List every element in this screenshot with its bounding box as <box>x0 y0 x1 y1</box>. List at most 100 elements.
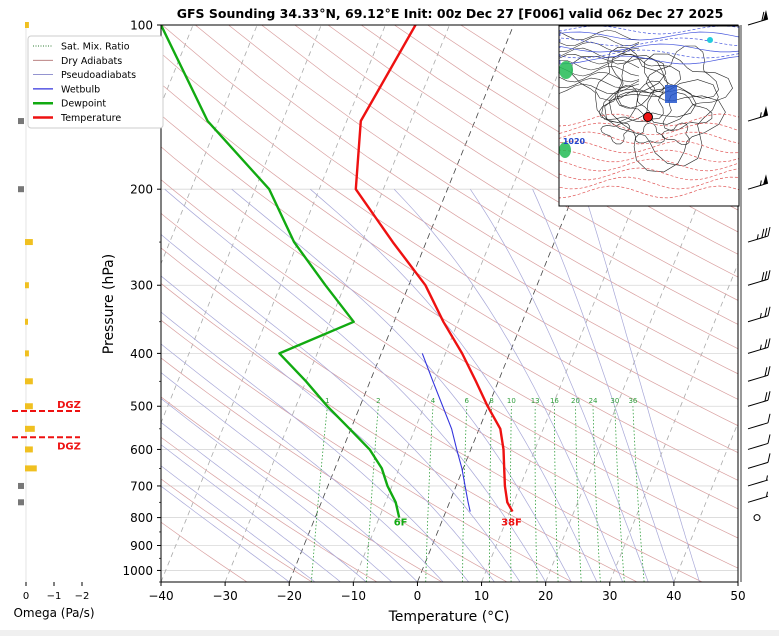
y-tick-label: 400 <box>130 347 153 361</box>
isotherm-line <box>224 25 450 582</box>
legend-label: Wetbulb <box>61 84 100 95</box>
dry-adiabat <box>161 357 508 582</box>
bottom-strip <box>0 630 779 636</box>
profile-series <box>161 25 514 518</box>
pseudoadiabat <box>161 311 469 582</box>
wind-barb <box>747 226 771 243</box>
pseudoadiabat <box>161 398 393 582</box>
mixing-ratio-label: 16 <box>550 397 559 405</box>
map-terrain-contour <box>571 56 667 123</box>
x-tick-label: 50 <box>730 589 745 603</box>
mixing-ratio-line <box>632 406 645 582</box>
map-terrain-contour <box>559 60 640 71</box>
legend: Sat. Mix. Ratio Dry Adiabats Pseudoadiabat… <box>27 35 164 129</box>
wind-barb <box>753 514 761 522</box>
dry-adiabat <box>161 25 738 400</box>
omega-bar <box>25 350 29 357</box>
map-thickness-contour <box>559 158 739 172</box>
mixing-ratio-line <box>489 406 492 582</box>
mixing-ratio-label: 1 <box>325 397 329 405</box>
omega-bar <box>25 425 35 432</box>
dry-adiabat <box>161 247 703 582</box>
omega-bar <box>18 186 24 193</box>
mixing-ratio-label: 36 <box>628 397 637 405</box>
dry-adiabat <box>161 52 738 427</box>
map-terrain-contour <box>601 55 697 124</box>
wind-barb <box>747 491 769 503</box>
surface-label: 6F <box>394 518 408 529</box>
omega-bar <box>25 282 29 289</box>
omega-bar <box>25 239 33 246</box>
wind-barb <box>747 306 771 323</box>
legend-label: Pseudoadiabats <box>61 70 136 81</box>
mixing-ratio-line <box>311 406 328 582</box>
mixing-ratio-label: 10 <box>507 397 516 405</box>
pseudoadiabat <box>161 233 521 582</box>
wind-barb <box>747 391 771 407</box>
map-precip-area <box>559 142 571 158</box>
map-terrain-contour <box>662 92 713 132</box>
dry-adiabat <box>161 146 738 510</box>
skewt-background-lines <box>0 25 738 582</box>
series-wetbulb-line <box>421 353 471 512</box>
legend-label: Dry Adiabats <box>61 56 122 67</box>
map-terrain-contour <box>635 122 665 144</box>
omega-tick-label: −2 <box>75 591 90 602</box>
omega-panel: DGZ DGZ 0 −1 −2 Omega (Pa/s) <box>12 22 95 620</box>
map-ice-area <box>707 37 713 43</box>
map-precip-area <box>559 61 573 79</box>
mixing-ratio-line <box>575 406 582 582</box>
wind-barb <box>747 270 771 286</box>
x-tick-label: 20 <box>538 589 553 603</box>
map-thickness-contour <box>559 167 739 181</box>
pseudoadiabat <box>164 188 546 582</box>
omega-axis-label: Omega (Pa/s) <box>13 606 94 620</box>
wind-barbs <box>740 10 771 582</box>
dry-adiabat <box>161 319 573 582</box>
mixing-ratio-label: 24 <box>589 397 598 405</box>
map-contour-label: 1020 <box>563 137 586 146</box>
y-tick-label: 200 <box>130 183 153 197</box>
pseudoadiabat <box>161 275 495 582</box>
map-terrain-contour <box>559 53 640 65</box>
isotherm-line <box>161 25 322 424</box>
wind-barb <box>747 453 771 469</box>
omega-bar <box>25 465 37 472</box>
mixing-ratio-label: 6 <box>465 397 470 405</box>
y-tick-label: 700 <box>130 479 153 493</box>
y-tick-label: 300 <box>130 279 153 293</box>
wind-barb <box>747 413 771 430</box>
mixing-ratio-line <box>510 406 512 582</box>
map-thickness-contour <box>559 176 739 190</box>
omega-tick-label: 0 <box>23 591 29 602</box>
dry-adiabat <box>294 25 738 301</box>
omega-bar <box>18 482 24 489</box>
x-axis-ticks: −40 −30 −20 −10 0 10 20 30 40 50 <box>148 582 746 603</box>
mixing-ratio-line <box>425 406 434 582</box>
pseudoadiabat <box>161 421 367 582</box>
dry-adiabat <box>228 25 738 350</box>
map-location-marker <box>643 112 653 122</box>
x-tick-label: 30 <box>602 589 617 603</box>
map-terrain-contour <box>559 71 640 83</box>
dry-adiabat <box>161 521 248 582</box>
map-terrain-contour <box>595 46 668 101</box>
map-thickness-contour <box>559 122 739 136</box>
map-pressure-contour <box>559 49 739 59</box>
map-pressure-contour <box>559 37 739 47</box>
surface-label: 38F <box>501 518 522 529</box>
mixing-ratio-line <box>554 406 559 582</box>
isotherm-line <box>0 25 1 582</box>
y-axis-ticks: 100 200 300 400 500 600 700 800 900 1000 <box>122 19 161 583</box>
isotherm-line <box>609 262 738 582</box>
x-tick-label: −20 <box>277 589 302 603</box>
map-terrain-contour <box>559 47 640 59</box>
legend-label: Sat. Mix. Ratio <box>61 42 130 53</box>
dry-adiabat <box>161 282 638 582</box>
map-pressure-contour <box>559 55 739 65</box>
y-tick-label: 100 <box>130 19 153 33</box>
pseudoadiabat <box>582 189 700 582</box>
omega-bar <box>25 446 33 453</box>
